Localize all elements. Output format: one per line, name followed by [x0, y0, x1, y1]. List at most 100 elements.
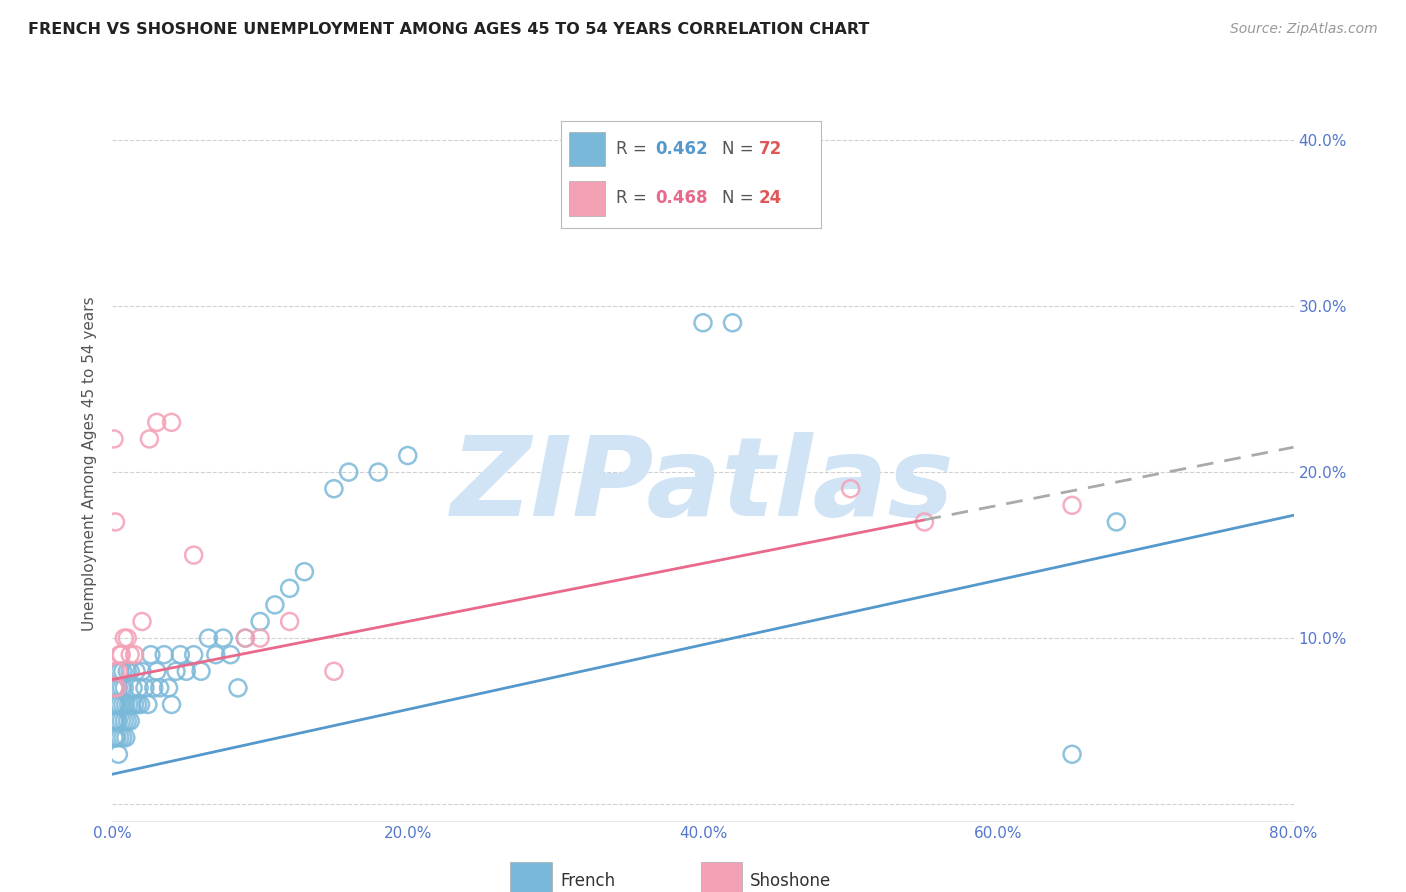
Point [124, 648, 146, 662]
Point [160, 698, 183, 712]
Point [103, 681, 125, 695]
Point [219, 648, 242, 662]
Point [131, 665, 153, 679]
Point [105, 681, 128, 695]
Text: Source: ZipAtlas.com: Source: ZipAtlas.com [1230, 22, 1378, 37]
Point [103, 698, 125, 712]
Point [264, 598, 287, 612]
Point [367, 465, 389, 479]
Point [103, 714, 125, 728]
Point [111, 665, 134, 679]
Point [114, 731, 136, 745]
Point [337, 465, 360, 479]
Point [1062, 499, 1084, 513]
Point [112, 631, 135, 645]
Point [183, 648, 205, 662]
Point [197, 631, 219, 645]
Point [104, 731, 127, 745]
Point [120, 665, 142, 679]
Point [139, 648, 162, 662]
Point [107, 681, 129, 695]
Point [105, 681, 128, 695]
Point [103, 432, 125, 446]
Point [117, 665, 138, 679]
Point [110, 714, 132, 728]
Point [183, 548, 205, 562]
Point [121, 698, 143, 712]
Point [169, 648, 191, 662]
Point [138, 432, 160, 446]
Point [1105, 515, 1128, 529]
Point [105, 698, 128, 712]
Point [112, 714, 135, 728]
Point [249, 615, 271, 629]
Point [153, 648, 176, 662]
Point [117, 631, 138, 645]
Point [104, 698, 127, 712]
Point [107, 747, 129, 762]
Point [104, 714, 127, 728]
Point [212, 631, 235, 645]
Point [104, 515, 127, 529]
Point [721, 316, 744, 330]
Point [114, 698, 136, 712]
Point [233, 631, 256, 645]
Point [146, 415, 169, 429]
Point [131, 615, 153, 629]
Point [129, 698, 152, 712]
Text: FRENCH VS SHOSHONE UNEMPLOYMENT AMONG AGES 45 TO 54 YEARS CORRELATION CHART: FRENCH VS SHOSHONE UNEMPLOYMENT AMONG AG… [28, 22, 869, 37]
Point [118, 698, 141, 712]
Point [157, 681, 180, 695]
Point [127, 698, 149, 712]
Point [108, 698, 131, 712]
Point [692, 316, 714, 330]
Point [108, 648, 131, 662]
Point [1062, 747, 1084, 762]
Point [111, 698, 134, 712]
Point [103, 681, 125, 695]
Point [105, 731, 128, 745]
Point [914, 515, 936, 529]
Point [278, 615, 301, 629]
Point [233, 631, 256, 645]
Point [120, 714, 142, 728]
Point [174, 665, 197, 679]
Point [117, 714, 138, 728]
Point [323, 482, 346, 496]
Point [104, 681, 127, 695]
Text: ZIPatlas: ZIPatlas [451, 432, 955, 539]
Point [110, 648, 132, 662]
Point [323, 665, 346, 679]
Point [839, 482, 862, 496]
Point [128, 681, 150, 695]
Point [110, 681, 132, 695]
Point [108, 731, 131, 745]
Point [136, 698, 159, 712]
Point [396, 449, 419, 463]
Point [134, 681, 156, 695]
Point [107, 714, 129, 728]
Point [146, 665, 169, 679]
Point [103, 731, 125, 745]
Point [205, 648, 228, 662]
Point [122, 681, 145, 695]
Point [142, 681, 165, 695]
Point [249, 631, 271, 645]
Point [278, 582, 301, 596]
Point [111, 731, 134, 745]
Point [124, 698, 146, 712]
Point [125, 665, 148, 679]
Point [112, 681, 135, 695]
Point [107, 665, 129, 679]
Point [190, 665, 212, 679]
Point [105, 714, 128, 728]
Y-axis label: Unemployment Among Ages 45 to 54 years: Unemployment Among Ages 45 to 54 years [82, 296, 97, 632]
Point [108, 665, 131, 679]
Point [226, 681, 249, 695]
Point [165, 665, 187, 679]
Point [104, 665, 127, 679]
Point [160, 415, 183, 429]
Point [120, 648, 142, 662]
Point [149, 681, 172, 695]
Point [292, 565, 315, 579]
